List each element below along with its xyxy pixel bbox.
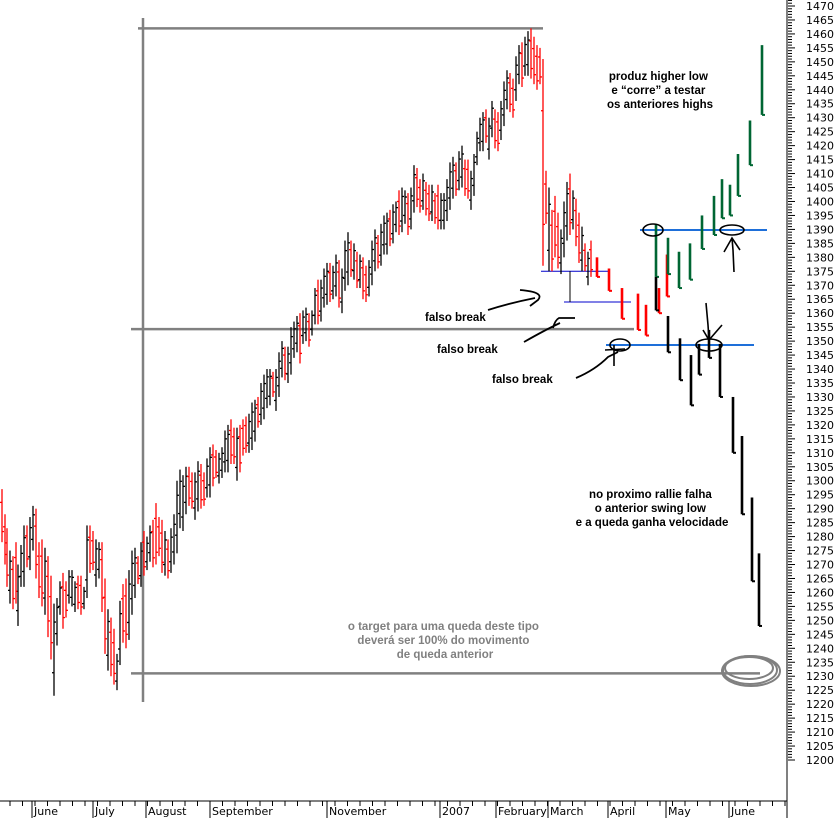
y-tick-label: 1210 bbox=[806, 726, 834, 739]
price-bars bbox=[0, 28, 593, 696]
note-target: o target para uma queda deste tipo dever… bbox=[348, 621, 542, 661]
x-tick-label: November bbox=[329, 805, 387, 818]
y-tick-label: 1415 bbox=[806, 154, 834, 167]
y-tick-label: 1335 bbox=[806, 377, 834, 390]
y-tick-label: 1240 bbox=[806, 642, 834, 655]
y-tick-label: 1300 bbox=[806, 475, 834, 488]
y-tick-label: 1460 bbox=[806, 28, 834, 41]
arrow-falso-break-2 bbox=[523, 317, 575, 343]
y-tick-label: 1315 bbox=[806, 433, 834, 446]
x-tick-label: July bbox=[94, 805, 115, 818]
y-tick-label: 1250 bbox=[806, 614, 834, 627]
y-tick-label: 1420 bbox=[806, 140, 834, 153]
arrow-falso-break-1 bbox=[487, 289, 541, 311]
y-tick-label: 1355 bbox=[806, 321, 834, 334]
y-tick-label: 1375 bbox=[806, 265, 834, 278]
arrow-down-icon bbox=[702, 302, 723, 342]
y-tick-label: 1265 bbox=[806, 572, 834, 585]
y-tick-label: 1340 bbox=[806, 363, 834, 376]
y-tick-label: 1395 bbox=[806, 209, 834, 222]
y-tick-label: 1350 bbox=[806, 335, 834, 348]
note-falso-break-2: falso break bbox=[437, 344, 498, 356]
x-tick-label: April bbox=[610, 805, 635, 818]
y-tick-label: 1280 bbox=[806, 531, 834, 544]
y-tick-label: 1320 bbox=[806, 419, 834, 432]
circle-marker-support-left bbox=[609, 338, 631, 352]
y-tick-label: 1310 bbox=[806, 447, 834, 460]
y-tick-label: 1295 bbox=[806, 489, 834, 502]
note-rallie-falha: no proximo rallie falha o anterior swing… bbox=[576, 489, 729, 529]
target-circle-scribble bbox=[721, 655, 781, 687]
y-axis: 1470146514601455145014451440143514301425… bbox=[786, 0, 834, 795]
circle-marker-resistance-right bbox=[719, 224, 745, 236]
projection-bars bbox=[595, 45, 765, 627]
y-tick-label: 1270 bbox=[806, 559, 834, 572]
note-falso-break-3: falso break bbox=[492, 374, 553, 386]
note-falso-break-1: falso break bbox=[425, 312, 486, 324]
y-tick-label: 1445 bbox=[806, 70, 834, 83]
y-tick-label: 1230 bbox=[806, 670, 834, 683]
y-tick-label: 1275 bbox=[806, 545, 834, 558]
x-tick-label: June bbox=[33, 805, 58, 818]
y-tick-label: 1305 bbox=[806, 461, 834, 474]
y-tick-label: 1455 bbox=[806, 42, 834, 55]
y-tick-label: 1400 bbox=[806, 195, 834, 208]
y-tick-label: 1255 bbox=[806, 600, 834, 613]
y-tick-label: 1285 bbox=[806, 517, 834, 530]
x-axis: June July August September November 2007 Febru… bbox=[0, 795, 788, 818]
circle-marker-resistance-left bbox=[642, 223, 664, 237]
reference-lines bbox=[131, 18, 767, 702]
x-tick-label: March bbox=[550, 805, 584, 818]
arrow-falso-break-3 bbox=[575, 351, 619, 379]
y-tick-label: 1435 bbox=[806, 98, 834, 111]
annotation-texts: produz higher low e “corre” a testar os … bbox=[348, 71, 729, 661]
y-tick-label: 1385 bbox=[806, 237, 834, 250]
note-higher-low: produz higher low e “corre” a testar os … bbox=[607, 71, 713, 111]
x-tick-label: February bbox=[498, 805, 547, 818]
y-tick-label: 1215 bbox=[806, 712, 834, 725]
y-tick-label: 1325 bbox=[806, 405, 834, 418]
y-tick-label: 1425 bbox=[806, 126, 834, 139]
y-tick-label: 1205 bbox=[806, 740, 834, 753]
x-tick-label: June bbox=[730, 805, 755, 818]
y-tick-label: 1470 bbox=[806, 0, 834, 13]
x-tick-label: September bbox=[212, 805, 273, 818]
y-tick-label: 1440 bbox=[806, 84, 834, 97]
x-tick-label: May bbox=[668, 805, 691, 818]
y-tick-label: 1345 bbox=[806, 349, 834, 362]
y-tick-label: 1235 bbox=[806, 656, 834, 669]
cross-marker bbox=[604, 345, 626, 366]
y-tick-label: 1290 bbox=[806, 503, 834, 516]
arrow-up-icon bbox=[723, 236, 741, 273]
y-tick-label: 1360 bbox=[806, 307, 834, 320]
y-tick-label: 1330 bbox=[806, 391, 834, 404]
y-tick-label: 1260 bbox=[806, 586, 834, 599]
x-tick-label: August bbox=[148, 805, 187, 818]
y-tick-label: 1390 bbox=[806, 223, 834, 236]
y-tick-label: 1380 bbox=[806, 251, 834, 264]
y-tick-label: 1450 bbox=[806, 56, 834, 69]
y-tick-label: 1245 bbox=[806, 628, 834, 641]
y-tick-label: 1410 bbox=[806, 168, 834, 181]
y-tick-label: 1465 bbox=[806, 14, 834, 27]
y-tick-label: 1430 bbox=[806, 112, 834, 125]
x-tick-label: 2007 bbox=[442, 805, 470, 818]
y-tick-label: 1200 bbox=[806, 754, 834, 767]
y-tick-label: 1365 bbox=[806, 293, 834, 306]
y-tick-label: 1220 bbox=[806, 698, 834, 711]
y-tick-label: 1225 bbox=[806, 684, 834, 697]
hand-drawn-marks bbox=[487, 223, 781, 687]
y-tick-label: 1405 bbox=[806, 182, 834, 195]
y-tick-label: 1370 bbox=[806, 279, 834, 292]
